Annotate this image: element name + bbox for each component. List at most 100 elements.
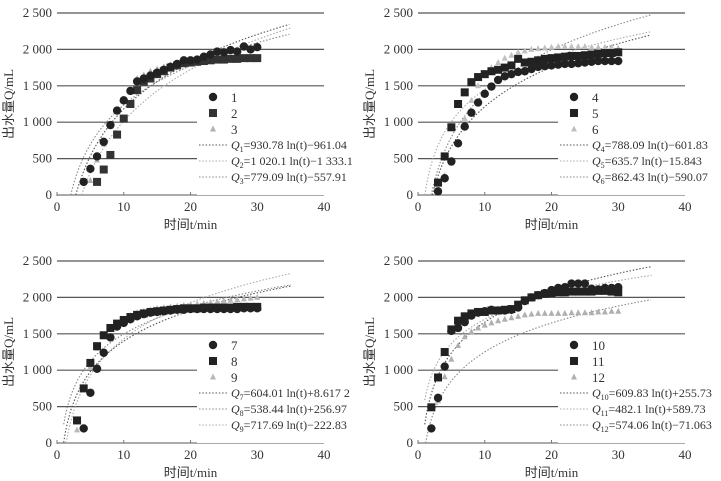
y-tick-label: 500 bbox=[394, 399, 414, 414]
data-point bbox=[79, 424, 88, 433]
y-tick-label: 1 000 bbox=[384, 362, 413, 377]
data-point bbox=[614, 48, 623, 57]
data-point bbox=[513, 303, 523, 312]
data-point bbox=[588, 43, 595, 50]
data-point bbox=[427, 403, 436, 412]
fit-curve-q3 bbox=[70, 33, 290, 196]
data-point bbox=[574, 59, 583, 68]
x-axis-label: 时间t/min bbox=[525, 465, 579, 480]
data-point bbox=[246, 45, 255, 54]
data-point bbox=[587, 57, 596, 66]
x-tick-label: 20 bbox=[545, 447, 558, 462]
data-point bbox=[481, 321, 488, 328]
y-tick-label: 500 bbox=[394, 151, 414, 166]
data-point bbox=[226, 45, 235, 55]
data-point bbox=[608, 307, 615, 314]
x-tick-label: 20 bbox=[184, 199, 197, 214]
data-point bbox=[226, 304, 235, 314]
legend-marker-8 bbox=[209, 357, 217, 365]
data-point bbox=[575, 309, 582, 316]
data-point bbox=[434, 373, 443, 382]
legend-marker-9 bbox=[210, 373, 216, 380]
data-point bbox=[461, 115, 468, 122]
data-point bbox=[206, 304, 215, 314]
data-point bbox=[574, 51, 583, 60]
x-tick-label: 0 bbox=[54, 447, 61, 462]
subscript: 3 bbox=[240, 177, 244, 186]
legend-label-6: 6 bbox=[592, 122, 599, 137]
legend-label-2: 2 bbox=[231, 106, 238, 121]
data-point bbox=[500, 306, 509, 315]
legend-fit-q4: Q4=788.09 ln(t)−601.83 bbox=[592, 138, 708, 154]
y-tick-label: 1 000 bbox=[384, 114, 413, 129]
data-point bbox=[93, 342, 102, 351]
data-point bbox=[454, 100, 463, 108]
x-tick-label: 30 bbox=[251, 199, 264, 214]
data-point bbox=[132, 77, 142, 86]
data-point bbox=[106, 150, 115, 159]
data-point bbox=[560, 59, 570, 69]
data-point bbox=[192, 304, 202, 314]
y-axis-label: 出水量Q/mL bbox=[362, 317, 377, 387]
data-point bbox=[440, 152, 449, 161]
legend-fit-q5: Q5=635.7 ln(t)−15.843 bbox=[592, 154, 702, 170]
series-12 bbox=[428, 307, 622, 431]
fit-curve-q7 bbox=[63, 285, 291, 443]
q-symbol: Q bbox=[231, 170, 240, 184]
legend-marker-12 bbox=[571, 373, 577, 380]
subscript: 9 bbox=[240, 425, 244, 434]
subscript: 6 bbox=[601, 177, 605, 186]
legend-marker-2 bbox=[209, 109, 217, 117]
data-point bbox=[513, 67, 523, 77]
data-point bbox=[455, 341, 462, 348]
data-point bbox=[460, 88, 469, 97]
legend-marker-6 bbox=[571, 125, 577, 132]
data-point bbox=[146, 308, 155, 317]
data-point bbox=[139, 74, 148, 83]
legend-label-12: 12 bbox=[592, 370, 605, 385]
data-point bbox=[554, 288, 563, 297]
data-point bbox=[93, 177, 102, 186]
data-point bbox=[427, 424, 436, 433]
legend-fit-q6: Q6=862.43 ln(t)−590.07 bbox=[592, 170, 708, 186]
data-point bbox=[541, 309, 548, 316]
data-point bbox=[461, 333, 468, 340]
data-point bbox=[548, 309, 555, 316]
x-axis-label: 时间t/min bbox=[164, 465, 218, 480]
data-point bbox=[508, 314, 515, 321]
equation: =482.1 ln(t)+589.73 bbox=[608, 402, 705, 416]
data-point bbox=[527, 293, 536, 302]
y-tick-label: 0 bbox=[46, 187, 53, 202]
y-axis-label: 出水量Q/mL bbox=[1, 69, 16, 139]
legend-marker-10 bbox=[569, 340, 579, 350]
x-tick-label: 40 bbox=[679, 199, 692, 214]
legend-label-9: 9 bbox=[231, 370, 238, 385]
data-point bbox=[607, 49, 616, 58]
data-point bbox=[240, 295, 247, 302]
data-point bbox=[494, 65, 503, 74]
data-point bbox=[534, 56, 543, 65]
data-point bbox=[487, 305, 496, 314]
data-point bbox=[508, 51, 515, 58]
data-point bbox=[473, 98, 483, 107]
data-point bbox=[166, 306, 175, 315]
data-point bbox=[468, 96, 475, 103]
data-point bbox=[106, 333, 115, 342]
x-tick-label: 0 bbox=[415, 199, 422, 214]
data-point bbox=[186, 304, 195, 314]
y-tick-label: 2 500 bbox=[23, 5, 52, 20]
data-point bbox=[86, 164, 95, 173]
y-tick-label: 0 bbox=[407, 187, 414, 202]
data-point bbox=[515, 48, 522, 55]
legend-label-11: 11 bbox=[592, 354, 605, 369]
data-point bbox=[554, 53, 563, 62]
data-point bbox=[527, 64, 536, 74]
equation: =862.43 ln(t)−590.07 bbox=[605, 170, 708, 184]
data-point bbox=[548, 43, 555, 50]
fit-curve-q2 bbox=[81, 27, 291, 196]
data-point bbox=[434, 178, 443, 187]
x-tick-label: 40 bbox=[318, 447, 331, 462]
fit-curve-q5 bbox=[424, 31, 651, 196]
